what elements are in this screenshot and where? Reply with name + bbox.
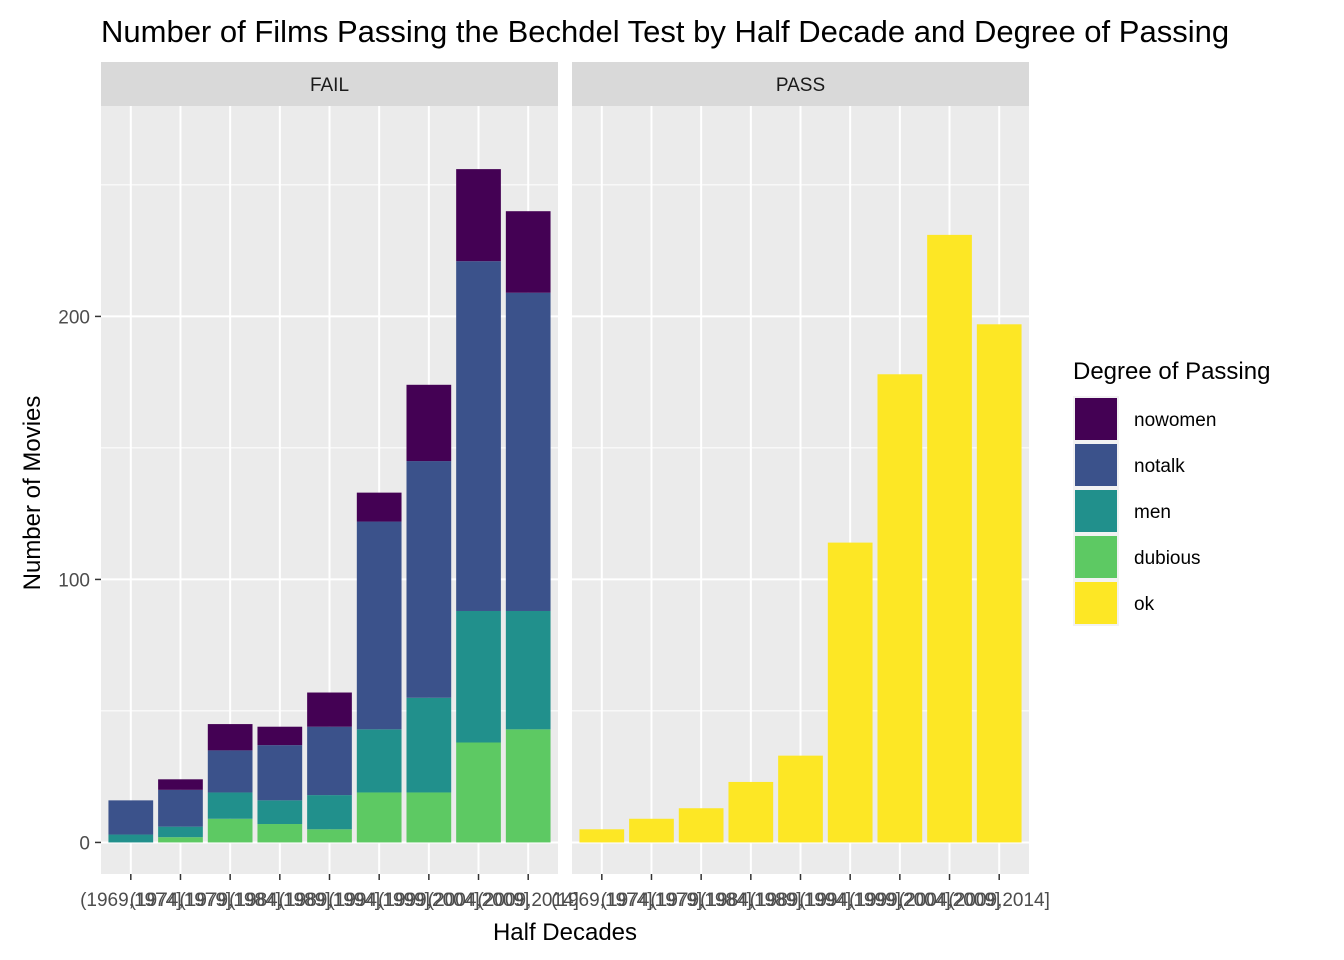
y-axis: 0 100 200	[58, 307, 101, 854]
legend: Degree of Passing nowomen notalk men dubiou…	[1073, 358, 1270, 626]
legend-title: Degree of Passing	[1073, 358, 1270, 385]
bar-fail-men	[257, 800, 303, 825]
bar-pass-ok	[778, 755, 823, 843]
bar-fail-men	[356, 729, 402, 793]
legend-swatch-notalk	[1075, 444, 1117, 486]
x-tick-label: (2009,2014]	[477, 890, 578, 911]
x-tick-label: (1979,1984]	[179, 890, 280, 911]
x-tick-label: (1969,1974]	[80, 890, 181, 911]
bar-fail-men	[456, 610, 501, 743]
bar-pass-ok	[827, 542, 873, 843]
x-tick-label: (1974,1979]	[601, 890, 702, 911]
facet-strip-label: PASS	[776, 75, 825, 96]
bar-pass-ok	[927, 234, 972, 843]
bar-pass-ok	[579, 829, 625, 843]
bar-pass-ok	[877, 374, 923, 843]
bar-pass-ok	[678, 808, 724, 843]
bar-fail-nowomen	[158, 779, 203, 790]
chart-title: Number of Films Passing the Bechdel Test…	[101, 14, 1229, 49]
bar-fail-dubious	[307, 829, 352, 843]
bar-fail-men	[505, 610, 551, 730]
y-tick-label: 100	[58, 570, 90, 591]
bar-fail-notalk	[307, 726, 352, 796]
x-tick-label: (1979,1984]	[650, 890, 751, 911]
bar-fail-men	[207, 792, 253, 819]
x-axis-title: Half Decades	[493, 919, 637, 946]
facet-panel-pass: PASS(1969,1974](1974,1979](1979,1984](19…	[551, 62, 1050, 911]
bar-fail-nowomen	[456, 169, 501, 262]
bar-fail-notalk	[356, 521, 402, 730]
x-tick-label: (1989,1994]	[279, 890, 380, 911]
bar-fail-notalk	[406, 461, 452, 698]
bar-fail-nowomen	[406, 384, 452, 462]
facet-strip-label: FAIL	[310, 75, 349, 96]
facet-strip	[572, 62, 1029, 106]
bar-fail-notalk	[257, 745, 303, 801]
x-tick-label: (1984,1989]	[229, 890, 330, 911]
bar-fail-nowomen	[356, 492, 402, 522]
bar-fail-dubious	[356, 792, 402, 843]
x-tick-label: (1989,1994]	[750, 890, 851, 911]
bar-fail-nowomen	[207, 724, 253, 751]
x-tick-label: (1999,2004]	[849, 890, 950, 911]
legend-swatch-nowomen	[1075, 398, 1117, 440]
bar-fail-nowomen	[257, 726, 303, 746]
y-tick-label: 200	[58, 307, 90, 328]
facet-panel-fail: FAIL(1969,1974](1974,1979](1979,1984](19…	[80, 62, 579, 911]
legend-label-dubious: dubious	[1134, 548, 1201, 569]
legend-label-nowomen: nowomen	[1134, 410, 1216, 431]
legend-swatch-men	[1075, 490, 1117, 532]
x-tick-label: (1999,2004]	[378, 890, 479, 911]
legend-label-ok: ok	[1134, 594, 1155, 615]
legend-label-men: men	[1134, 502, 1171, 523]
facet-panels: 0100200FAIL(1969,1974](1974,1979](1979,1…	[58, 62, 1050, 911]
bar-pass-ok	[629, 818, 674, 843]
bar-pass-ok	[728, 781, 774, 843]
bar-fail-notalk	[207, 750, 253, 793]
bar-fail-men	[307, 795, 352, 830]
bar-fail-men	[406, 697, 452, 793]
bar-fail-dubious	[158, 837, 203, 843]
y-tick-label: 0	[79, 833, 90, 854]
bar-fail-men	[158, 826, 203, 838]
y-axis-title: Number of Movies	[19, 396, 46, 591]
bar-fail-notalk	[158, 789, 203, 827]
bar-pass-ok	[976, 324, 1022, 843]
bar-fail-notalk	[108, 800, 154, 835]
x-tick-label: (2009,2014]	[948, 890, 1049, 911]
facet-strip	[101, 62, 558, 106]
bar-fail-dubious	[257, 824, 303, 843]
x-tick-label: (1994,1999]	[328, 890, 429, 911]
x-tick-label: (1984,1989]	[700, 890, 801, 911]
bar-fail-notalk	[456, 261, 501, 611]
bar-fail-nowomen	[505, 211, 551, 293]
legend-label-notalk: notalk	[1134, 456, 1185, 477]
x-tick-label: (1974,1979]	[130, 890, 231, 911]
bar-fail-men	[108, 834, 154, 843]
x-tick-label: (1994,1999]	[799, 890, 900, 911]
x-tick-label: (1969,1974]	[551, 890, 652, 911]
bar-fail-notalk	[505, 292, 551, 611]
legend-swatch-ok	[1075, 582, 1117, 624]
bar-fail-dubious	[505, 729, 551, 843]
bar-fail-dubious	[207, 818, 253, 843]
legend-swatch-dubious	[1075, 536, 1117, 578]
x-tick-label: (2004,2009]	[428, 890, 529, 911]
bar-fail-dubious	[456, 742, 501, 843]
bar-fail-nowomen	[307, 692, 352, 727]
bar-fail-dubious	[406, 792, 452, 843]
x-tick-label: (2004,2009]	[899, 890, 1000, 911]
